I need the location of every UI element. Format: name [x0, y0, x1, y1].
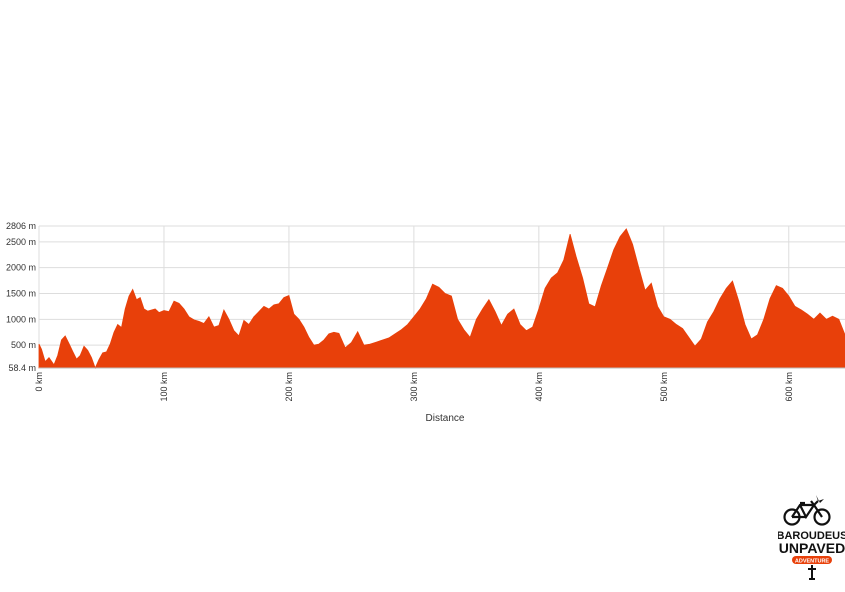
svg-text:ADVENTURE: ADVENTURE [795, 559, 830, 565]
baroudeus-unpaved-logo: BAROUDEUS UNPAVED ADVENTURE [778, 495, 845, 580]
x-tick-label: 300 km [409, 372, 419, 402]
x-tick-label: 400 km [534, 372, 544, 402]
leaf-icon [816, 495, 824, 503]
y-tick-label: 2806 m [6, 221, 36, 231]
x-axis-ticks: 0 km 100 km 200 km 300 km 400 km 500 km 600 km [34, 372, 794, 402]
y-tick-label: 500 m [11, 340, 36, 350]
x-tick-label: 500 km [659, 372, 669, 402]
x-tick-label: 200 km [284, 372, 294, 402]
y-axis-ticks: 58.4 m 500 m 1000 m 1500 m 2000 m 2500 m 2806 … [6, 221, 36, 373]
x-tick-label: 100 km [159, 372, 169, 402]
x-axis-title: Distance [426, 413, 465, 424]
svg-text:UNPAVED: UNPAVED [779, 540, 845, 556]
logo-badge [792, 556, 832, 564]
y-tick-label: 1000 m [6, 314, 36, 324]
svg-text:BAROUDEUS: BAROUDEUS [778, 530, 845, 542]
tool-icon [808, 565, 816, 580]
x-tick-label: 0 km [34, 372, 44, 392]
elevation-area [38, 228, 845, 370]
bicycle-icon [783, 500, 831, 526]
y-tick-label: 2500 m [6, 237, 36, 247]
y-tick-label: 1500 m [6, 288, 36, 298]
y-tick-label: 2000 m [6, 263, 36, 273]
y-tick-label: 58.4 m [8, 363, 36, 373]
x-tick-label: 600 km [784, 372, 794, 402]
elevation-profile-area [38, 228, 845, 370]
